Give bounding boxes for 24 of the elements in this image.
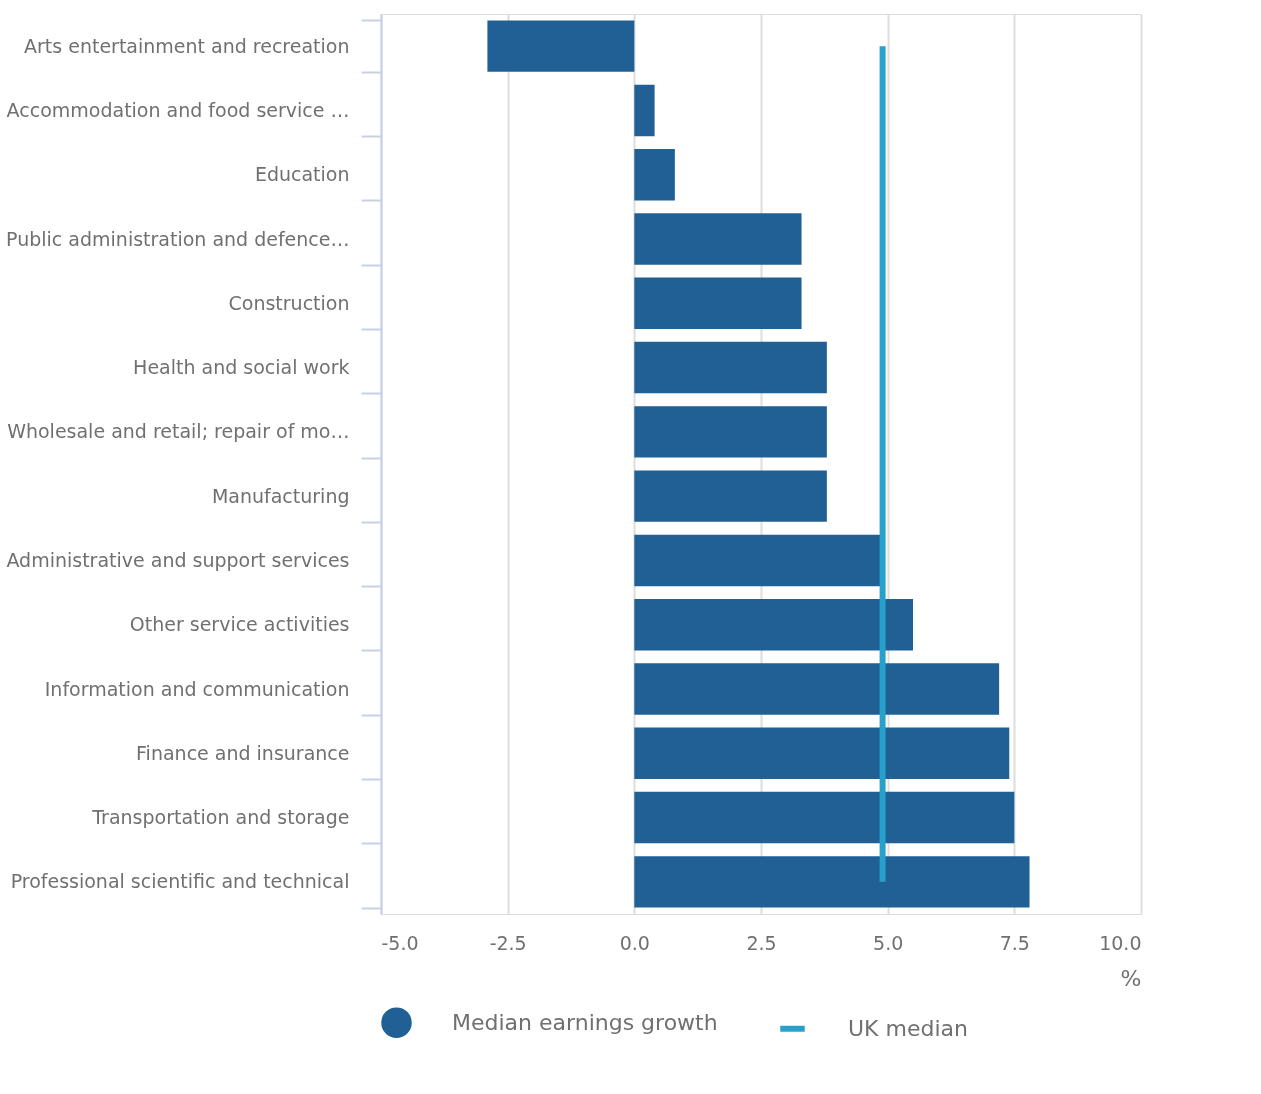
legend-label: UK median: [848, 1015, 968, 1041]
y-tick-label: Construction: [228, 291, 350, 314]
y-tick-label: Education: [254, 163, 350, 186]
y-tick-label: Administrative and support services: [6, 548, 350, 571]
y-tick-label: Finance and insurance: [136, 741, 350, 764]
x-tick-label: 0.0: [619, 931, 650, 954]
x-tick-label: 5.0: [873, 931, 904, 954]
y-tick-label: Other service activities: [129, 613, 350, 636]
legend-label: Median earnings growth: [452, 1009, 718, 1035]
y-tick-label: Transportation and storage: [91, 806, 350, 829]
y-tick-label: Public administration and defence…: [6, 227, 350, 250]
x-tick-label: 2.5: [746, 931, 777, 954]
x-tick-label: -5.0: [381, 931, 419, 954]
x-tick-label: -2.5: [489, 931, 527, 954]
x-tick-label: 10.0: [1099, 931, 1142, 954]
y-tick-label: Professional scientific and technical: [10, 870, 350, 893]
y-tick-label: Arts entertainment and recreation: [24, 34, 350, 57]
x-tick-label: 7.5: [999, 931, 1030, 954]
x-axis-title: %: [1120, 965, 1142, 991]
y-tick-label: Health and social work: [133, 356, 350, 379]
y-tick-label: Accommodation and food service …: [6, 98, 350, 121]
y-tick-label: Manufacturing: [211, 484, 350, 507]
y-tick-label: Information and communication: [44, 677, 350, 700]
y-tick-label: Wholesale and retail; repair of mo…: [7, 420, 350, 443]
